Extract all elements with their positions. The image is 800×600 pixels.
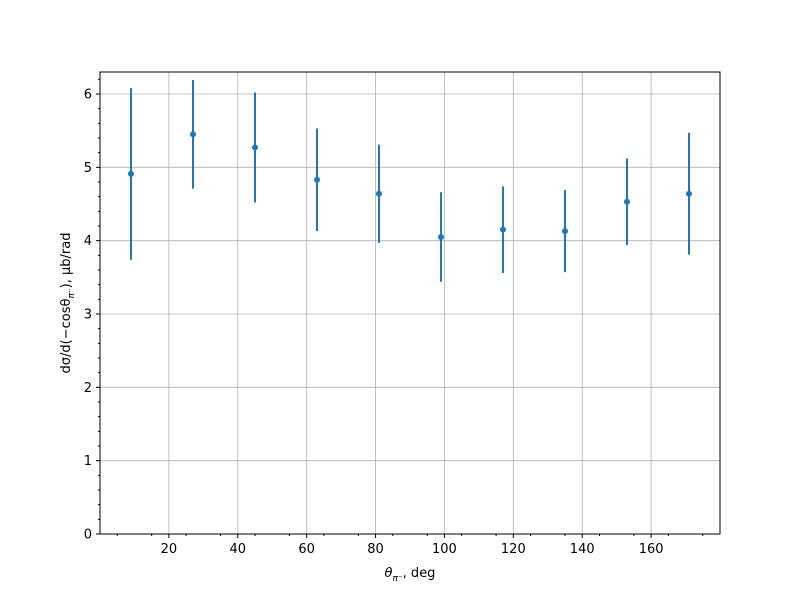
data-point xyxy=(190,131,196,138)
x-axis-label-suffix: , deg xyxy=(403,566,436,581)
data-point xyxy=(562,228,568,235)
data-point xyxy=(252,144,258,151)
y-tick-label: 0 xyxy=(84,528,92,543)
data-point xyxy=(128,170,134,177)
y-axis-label: dσ/d(−cosθπ⁻), μb/rad xyxy=(59,233,77,374)
x-tick-label: 20 xyxy=(161,542,178,557)
y-tick-label: 1 xyxy=(84,454,92,469)
y-tick-label: 2 xyxy=(84,381,92,396)
y-tick-label: 6 xyxy=(84,88,92,103)
y-axis-label-suffix: ), μb/rad xyxy=(59,233,74,289)
data-marks xyxy=(128,80,692,282)
y-tick-label: 5 xyxy=(84,161,92,176)
x-tick-label: 120 xyxy=(501,542,526,557)
y-tick-label: 4 xyxy=(84,234,92,249)
data-point xyxy=(438,234,444,240)
grid xyxy=(100,72,720,535)
data-point xyxy=(314,176,320,183)
data-point xyxy=(686,190,692,197)
x-axis-label-sub: π⁻ xyxy=(393,574,403,584)
x-tick-label: 100 xyxy=(432,542,457,557)
x-tick-label: 60 xyxy=(298,542,315,557)
x-tick-label: 40 xyxy=(230,542,247,557)
data-point xyxy=(624,198,630,205)
plot-frame xyxy=(99,71,721,535)
x-tick-label: 140 xyxy=(570,542,595,557)
x-tick-label: 160 xyxy=(639,542,664,557)
data-point xyxy=(376,190,382,197)
y-tick-label: 3 xyxy=(84,308,92,323)
x-tick-label: 80 xyxy=(367,542,384,557)
x-axis-label: θπ⁻, deg xyxy=(385,566,436,584)
y-axis-label-prefix: dσ/d(−cosθ xyxy=(59,298,74,373)
y-axis-label-sub: π⁻ xyxy=(67,288,77,298)
ticks: 20 40 60 80 100 120 140 160 0 1 2 3 4 5 6 xyxy=(84,78,704,557)
data-point xyxy=(500,226,506,233)
x-axis-label-base: θ xyxy=(385,566,393,581)
